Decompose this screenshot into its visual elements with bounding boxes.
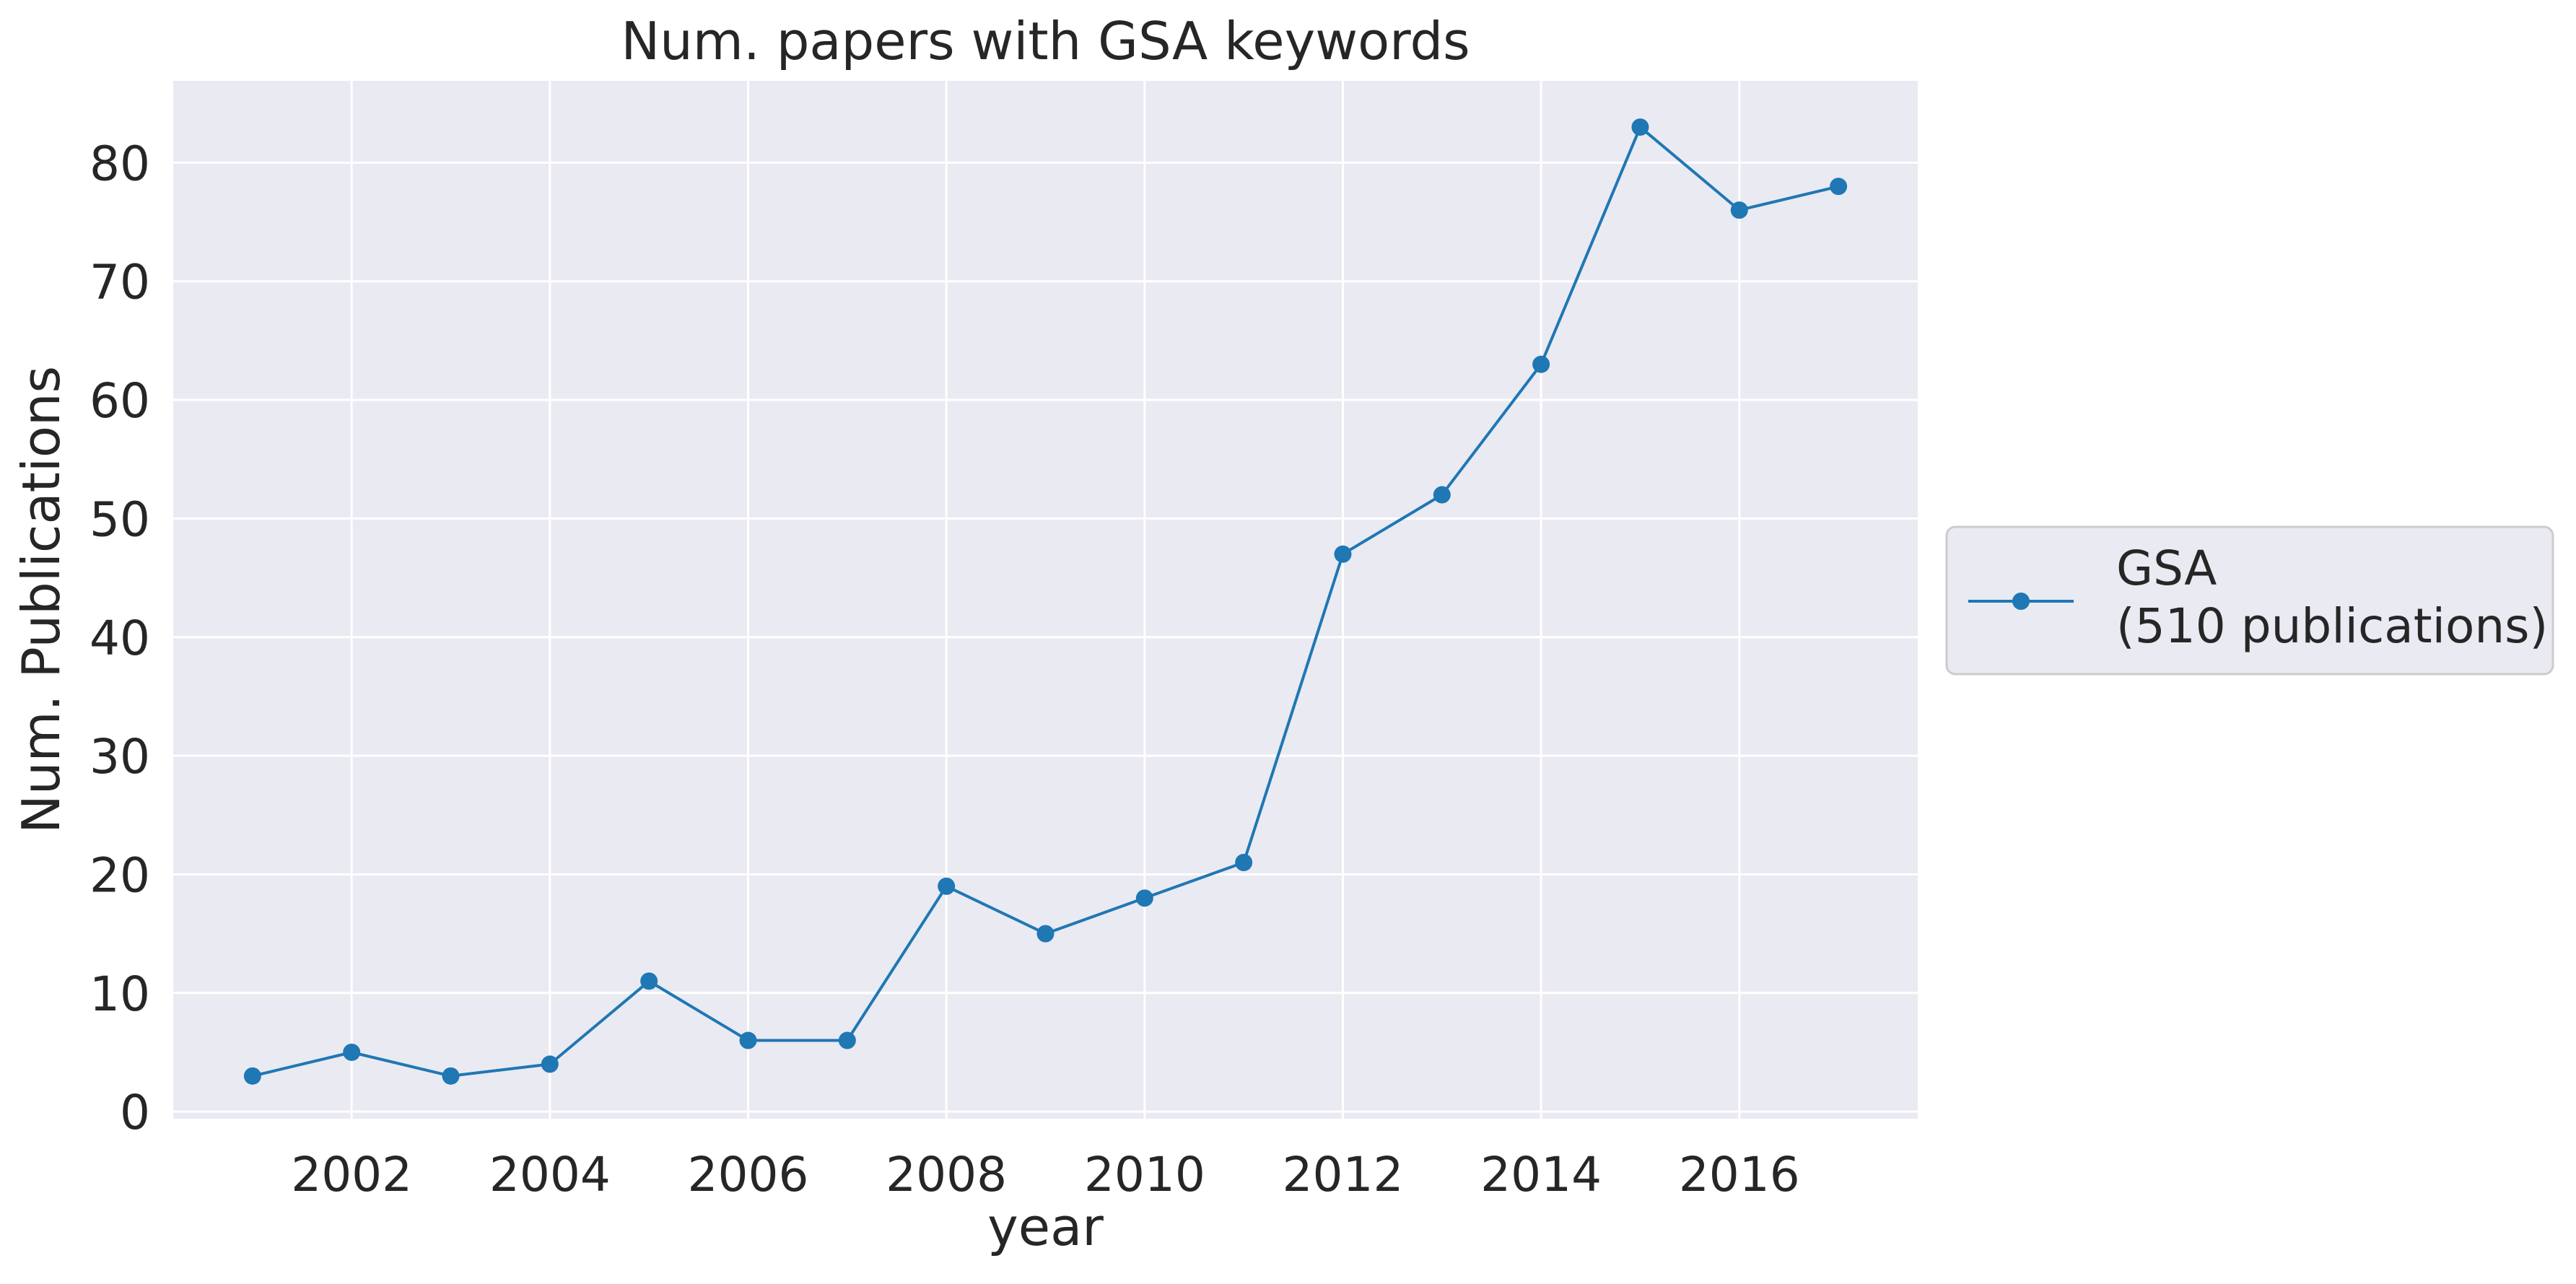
data-point (1631, 118, 1649, 136)
data-point (640, 972, 658, 990)
x-tick-label: 2010 (1084, 1147, 1205, 1202)
series-layer (243, 118, 1848, 1085)
data-point (838, 1031, 856, 1049)
legend: GSA (510 publications) (1945, 525, 2554, 676)
y-tick-labels: 0 10 20 30 40 50 60 70 80 (89, 136, 150, 1140)
data-point (1433, 486, 1451, 504)
x-tick-label: 2014 (1480, 1147, 1602, 1202)
data-point (1334, 545, 1352, 563)
y-tick-label: 60 (89, 373, 150, 429)
x-tick-label: 2016 (1679, 1147, 1800, 1202)
y-tick-label: 20 (89, 847, 150, 903)
grid (173, 81, 1918, 1119)
data-point (343, 1043, 361, 1061)
legend-box (1945, 525, 2554, 676)
x-tick-label: 2008 (886, 1147, 1007, 1202)
chart-title: Num. papers with GSA keywords (621, 11, 1470, 71)
data-point (541, 1055, 559, 1073)
data-point (1135, 889, 1153, 907)
y-axis-label: Num. Publications (11, 366, 71, 834)
x-tick-labels: 2002 2004 2006 2008 2010 2012 2014 2016 (291, 1147, 1800, 1202)
data-point (1730, 201, 1748, 219)
data-point (938, 877, 956, 895)
data-point (1532, 355, 1550, 373)
legend-marker-swatch (2012, 593, 2030, 610)
y-tick-label: 10 (89, 966, 150, 1022)
data-point (739, 1031, 757, 1049)
y-tick-label: 80 (89, 136, 150, 191)
y-tick-label: 30 (89, 729, 150, 785)
data-point (1036, 925, 1055, 943)
plot-area (173, 81, 1918, 1119)
x-tick-label: 2002 (291, 1147, 412, 1202)
data-point (1235, 854, 1253, 872)
legend-entry-label: (510 publications) (2116, 598, 2548, 654)
x-tick-label: 2006 (688, 1147, 809, 1202)
x-tick-label: 2004 (489, 1147, 611, 1202)
y-tick-label: 50 (89, 492, 150, 547)
legend-entry-label: GSA (2116, 541, 2217, 596)
data-point (243, 1067, 261, 1085)
y-tick-label: 70 (89, 255, 150, 310)
y-tick-label: 40 (89, 611, 150, 666)
x-axis-label: year (987, 1197, 1104, 1257)
x-tick-label: 2012 (1283, 1147, 1404, 1202)
data-point (1830, 178, 1848, 196)
data-point (442, 1067, 460, 1085)
y-tick-label: 0 (120, 1085, 150, 1140)
